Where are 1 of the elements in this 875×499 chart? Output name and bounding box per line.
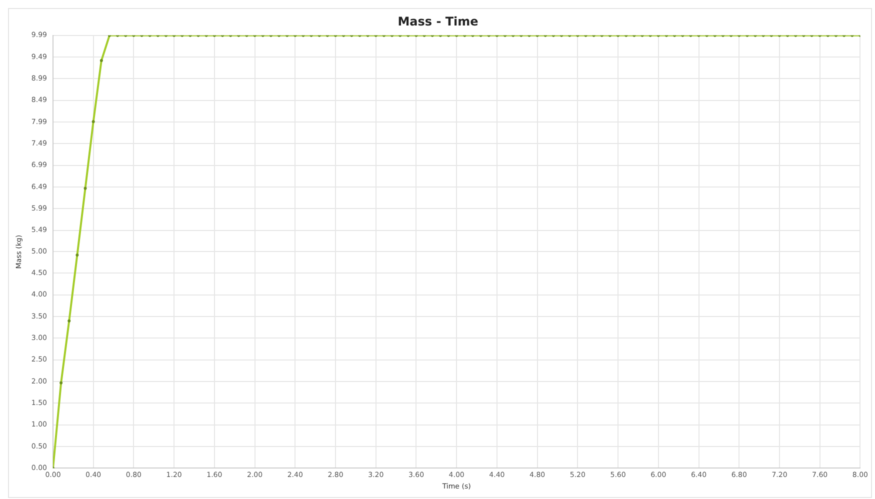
- chart-title: Mass - Time: [398, 14, 478, 28]
